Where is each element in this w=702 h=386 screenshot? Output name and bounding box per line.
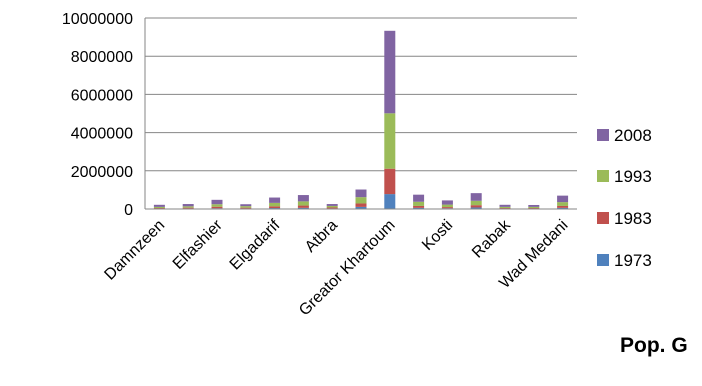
legend-swatch — [597, 129, 609, 141]
bar-segment-1983 — [499, 208, 511, 209]
bar-segment-2008 — [269, 197, 281, 203]
bar-segment-1983 — [297, 205, 309, 208]
x-tick-label: Rabak — [469, 216, 514, 261]
x-tick-label: Damnzeen — [101, 217, 168, 284]
bar-segment-1983 — [240, 207, 252, 209]
x-tick-label: Elgadarif — [227, 216, 284, 273]
bar-segment-1993 — [153, 206, 165, 209]
legend-label: 1993 — [614, 167, 652, 186]
bar-segment-1993 — [499, 206, 511, 209]
y-tick-label: 10000000 — [62, 11, 133, 28]
bar-segment-2008 — [413, 194, 425, 202]
y-axis-tick-labels: 0 2000000 4000000 6000000 8000000 10000000 — [62, 11, 133, 219]
bar-segment-2008 — [355, 189, 367, 198]
bar-segment-1993 — [413, 201, 425, 206]
chart-caption: Pop. G — [620, 334, 688, 357]
bar-segment-1993 — [211, 204, 223, 207]
bar-segment-2008 — [441, 200, 453, 205]
y-tick-label: 4000000 — [71, 126, 133, 143]
bar-segment-1983 — [470, 205, 482, 208]
bar-segment-2008 — [470, 193, 482, 201]
bar-segment-1983 — [153, 208, 165, 209]
bar-segment-1993 — [182, 206, 194, 208]
y-tick-label: 6000000 — [71, 87, 133, 104]
bar-segment-1973 — [413, 207, 425, 209]
bar-segment-1983 — [528, 208, 540, 209]
legend-label: 1973 — [614, 251, 652, 270]
legend-swatch — [597, 254, 609, 266]
legend-swatch — [597, 170, 609, 182]
bar-segment-1973 — [557, 207, 569, 209]
bar-segment-1983 — [413, 205, 425, 208]
bar-segment-1983 — [355, 203, 367, 207]
bar-segment-1993 — [240, 206, 252, 208]
bar-segment-1973 — [297, 207, 309, 209]
legend-label: 2008 — [614, 126, 652, 145]
legend-swatch — [597, 212, 609, 224]
bar-segment-2008 — [384, 30, 396, 114]
bar-segment-1993 — [470, 200, 482, 206]
bar-segment-2008 — [326, 204, 338, 206]
bar-segment-1993 — [384, 113, 396, 169]
bar-segment-1983 — [182, 207, 194, 209]
bar-segment-1973 — [470, 207, 482, 209]
x-tick-label: Kosti — [419, 217, 456, 254]
bar-segment-2008 — [499, 204, 511, 207]
bar-segment-1973 — [355, 206, 367, 209]
bar-segment-2008 — [182, 204, 194, 207]
bar-segment-1993 — [441, 204, 453, 208]
bar-segment-2008 — [297, 195, 309, 202]
bar-segment-1993 — [326, 205, 338, 208]
x-tick-label: Elfashier — [170, 216, 227, 273]
bars — [153, 30, 569, 209]
bar-segment-1993 — [528, 206, 540, 209]
bar-segment-1983 — [211, 206, 223, 209]
bar-segment-1993 — [557, 202, 569, 206]
bar-segment-1993 — [297, 201, 309, 206]
legend-label: 1983 — [614, 209, 652, 228]
bar-segment-2008 — [153, 204, 165, 207]
bar-segment-2008 — [528, 204, 540, 207]
legend: 2008 1993 1983 1973 — [597, 126, 652, 270]
bar-segment-2008 — [240, 204, 252, 207]
bar-segment-2008 — [557, 195, 569, 203]
bar-segment-1973 — [384, 194, 396, 209]
gridlines — [145, 17, 577, 172]
bar-segment-2008 — [211, 199, 223, 205]
bar-segment-1993 — [355, 197, 367, 204]
bar-segment-1983 — [384, 168, 396, 195]
bar-segment-1983 — [269, 206, 281, 209]
y-tick-label: 8000000 — [71, 49, 133, 66]
bar-segment-1983 — [326, 207, 338, 209]
x-tick-label: Greator Khartoum — [296, 217, 399, 320]
bar-segment-1983 — [557, 205, 569, 208]
y-tick-label: 2000000 — [71, 164, 133, 181]
bar-segment-1993 — [269, 202, 281, 207]
bar-segment-1983 — [441, 207, 453, 209]
y-tick-label: 0 — [124, 202, 133, 219]
x-tick-label: Atbra — [302, 217, 341, 256]
